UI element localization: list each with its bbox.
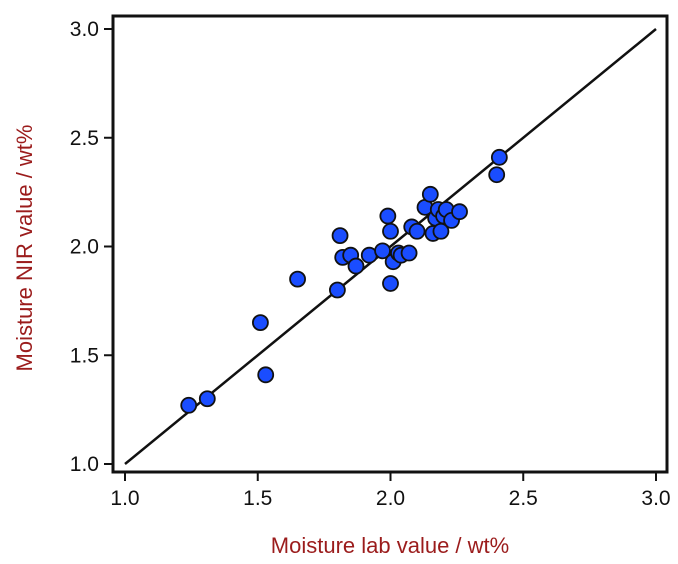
y-tick-label: 2.5 — [70, 127, 99, 150]
data-point — [331, 227, 349, 245]
data-point — [252, 314, 269, 332]
data-point — [451, 203, 468, 221]
y-tick-label: 1.0 — [70, 453, 99, 476]
data-point — [421, 185, 439, 203]
data-point — [180, 396, 198, 414]
data-point — [374, 242, 391, 260]
y-axis-label: Moisture NIR value / wt% — [12, 125, 37, 372]
y-tick-label: 2.0 — [70, 236, 99, 259]
data-point — [257, 366, 275, 384]
data-point — [289, 270, 306, 288]
x-tick-label: 3.0 — [641, 487, 670, 510]
y-tick-label: 1.5 — [70, 344, 99, 367]
data-point — [379, 207, 397, 225]
data-point — [382, 275, 399, 292]
data-point — [328, 281, 346, 299]
data-point — [198, 390, 216, 408]
y-tick-label: 3.0 — [70, 18, 99, 41]
reference-line — [124, 28, 657, 465]
x-axis-label: Moisture lab value / wt% — [271, 533, 509, 558]
y-axis-ticks: 1.0 1.5 2.0 2.5 3.0 — [70, 18, 113, 476]
data-point — [382, 222, 399, 240]
data-points — [180, 148, 508, 414]
x-axis-ticks: 1.0 1.5 2.0 2.5 3.0 — [110, 472, 671, 510]
x-tick-label: 2.0 — [376, 487, 405, 510]
data-point — [490, 148, 508, 166]
x-tick-label: 1.5 — [243, 487, 272, 510]
reference-line-layer — [124, 28, 657, 465]
data-point — [408, 222, 426, 240]
x-tick-label: 2.5 — [509, 487, 538, 510]
x-tick-label: 1.0 — [110, 487, 139, 510]
data-point — [400, 244, 418, 262]
data-point — [347, 257, 365, 275]
data-point — [488, 166, 506, 184]
